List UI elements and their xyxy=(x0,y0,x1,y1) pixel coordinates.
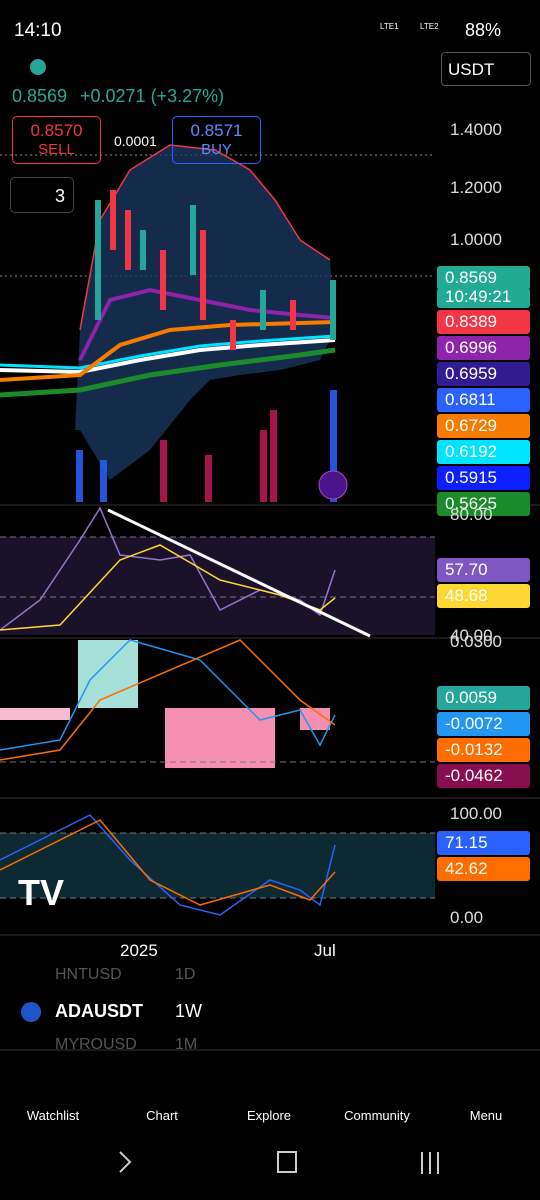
symbol[interactable]: ADAUSDT xyxy=(55,1001,143,1021)
currency-select[interactable]: USDT xyxy=(441,52,531,86)
price-change: +0.0271 (+3.27%) xyxy=(80,86,225,106)
prev-interval[interactable]: 1D xyxy=(175,966,196,983)
value-label: 48.68 xyxy=(437,584,530,608)
value-label: 0.6729 xyxy=(437,414,530,438)
nav-community[interactable]: Community xyxy=(344,1108,410,1123)
value-label: 0.6811 xyxy=(437,388,530,412)
time-label: Jul xyxy=(314,941,336,960)
axis-tick: 80.00 xyxy=(450,505,493,524)
axis-tick: 0.00 xyxy=(450,908,484,927)
nav-explore[interactable]: Explore xyxy=(246,1108,292,1123)
candles xyxy=(95,190,336,350)
value-label: 0.6959 xyxy=(437,362,530,386)
ma-line xyxy=(0,320,336,382)
value-label: 0.5915 xyxy=(437,466,530,490)
axis-tick: 40.00 xyxy=(450,626,493,645)
nav-chart[interactable]: Chart xyxy=(146,1108,178,1123)
sim1: LTE1 xyxy=(380,22,399,31)
axis-tick: 1.0000 xyxy=(450,230,502,249)
buy-label: BUY xyxy=(201,141,232,158)
value-label: 71.15 xyxy=(437,831,530,855)
stoch-d xyxy=(0,819,336,906)
nav-watchlist[interactable]: Watchlist xyxy=(26,1108,80,1123)
symbol-icon xyxy=(21,1002,41,1022)
ma-line xyxy=(0,334,336,370)
battery: 88% xyxy=(465,20,502,40)
sim2: LTE2 xyxy=(420,22,439,31)
status-time: 14:10 xyxy=(14,20,62,41)
value-label: 0.6996 xyxy=(437,336,530,360)
interval[interactable]: 1W xyxy=(175,1001,202,1021)
alert-icon[interactable] xyxy=(318,470,348,500)
axis-tick: 1.2000 xyxy=(450,178,502,197)
value-label: 0.6192 xyxy=(437,440,530,464)
prev-symbol[interactable]: HNTUSD xyxy=(55,966,122,983)
value-label: 0.8389 xyxy=(437,310,530,334)
next-interval[interactable]: 1M xyxy=(175,1036,198,1053)
nav-menu[interactable]: Menu xyxy=(469,1108,503,1123)
ma-line xyxy=(0,347,336,398)
axis-tick: 0.0300 xyxy=(450,632,502,651)
value-label: -0.0072 xyxy=(437,712,530,736)
trend-line xyxy=(107,508,371,638)
system-nav[interactable] xyxy=(119,1151,439,1174)
value-sublabel: 10:49:21 xyxy=(437,288,530,308)
sell-label: SELL xyxy=(38,141,75,158)
spread: 0.0001 xyxy=(114,133,157,149)
macd-line xyxy=(0,639,336,751)
indicators-toggle[interactable]: 3 xyxy=(10,177,74,213)
macd-histogram xyxy=(0,640,330,768)
value-label: -0.0132 xyxy=(437,738,530,762)
last-price: 0.8569 xyxy=(12,86,68,106)
logo: TV xyxy=(18,872,64,913)
value-label: -0.0462 xyxy=(437,764,530,788)
axis-tick: 1.4000 xyxy=(450,120,502,139)
stoch-band xyxy=(0,833,435,898)
value-label: 57.70 xyxy=(437,558,530,582)
axis-tick: 100.00 xyxy=(450,804,502,823)
value-label: 0.5625 xyxy=(437,492,530,516)
volume xyxy=(76,390,337,502)
rsi-band xyxy=(0,537,435,635)
sell-button[interactable]: 0.8570 SELL xyxy=(12,116,101,164)
next-symbol[interactable]: MYROUSD xyxy=(55,1036,137,1053)
buy-price: 0.8571 xyxy=(190,121,243,140)
value-label: 42.62 xyxy=(437,857,530,881)
value-label: 0.0059 xyxy=(437,686,530,710)
symbol-dot xyxy=(30,59,46,75)
sell-price: 0.8570 xyxy=(30,121,83,140)
buy-button[interactable]: 0.8571 BUY xyxy=(172,116,261,164)
signal-line xyxy=(0,639,336,761)
time-label: 2025 xyxy=(120,941,158,960)
value-label: 0.8569 xyxy=(437,266,530,290)
ma-line xyxy=(0,338,336,375)
stoch-k xyxy=(0,814,336,916)
